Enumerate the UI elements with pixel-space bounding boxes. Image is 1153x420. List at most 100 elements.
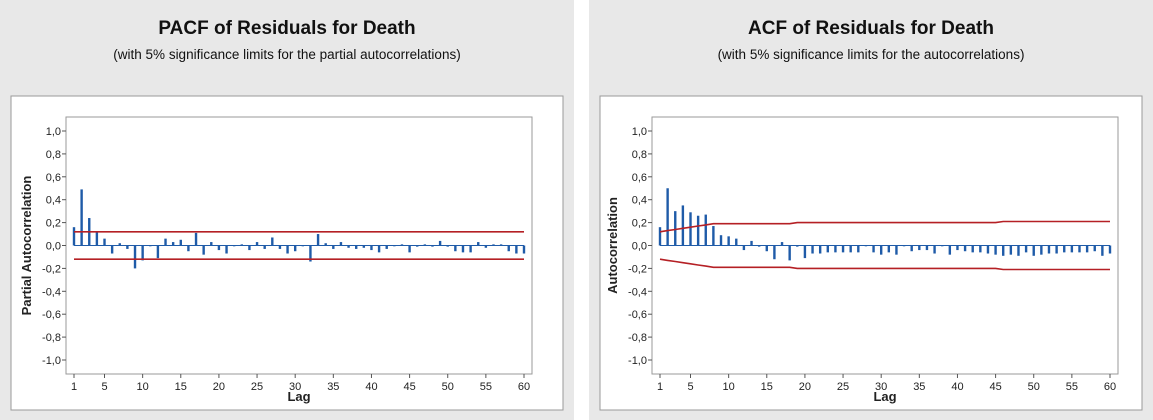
acf-bar (393, 245, 396, 247)
acf-bar (461, 245, 465, 253)
acf-bar (179, 239, 182, 246)
acf-bar (263, 245, 266, 249)
acf-bar (1017, 245, 1020, 256)
x-tick-label: 1 (657, 381, 663, 393)
x-tick-label: 60 (1104, 381, 1116, 393)
acf-bar (887, 245, 891, 253)
acf-bar (963, 245, 967, 252)
acf-bar (355, 245, 358, 249)
acf-bar (187, 245, 190, 252)
acf-bar (941, 245, 944, 247)
acf-bar (118, 243, 121, 246)
acf-bar (1055, 245, 1058, 254)
y-tick-label: -1,0 (42, 355, 61, 367)
acf-bar (309, 245, 312, 262)
y-tick-label: 0,2 (46, 218, 61, 230)
acf-bar (910, 245, 913, 252)
acf-bar (316, 234, 320, 246)
acf-bar (515, 245, 518, 254)
acf-bar (757, 245, 761, 247)
acf-bar (826, 245, 829, 253)
y-tick-label: -0,8 (42, 332, 61, 344)
acf-bar (438, 240, 442, 246)
acf-bar (210, 242, 213, 246)
acf-bar (271, 237, 274, 246)
acf-bar (925, 245, 929, 251)
pacf-chart-panel: PACF of Residuals for Death (with 5% sig… (0, 0, 574, 420)
acf-bar (133, 245, 137, 269)
x-tick-label: 30 (289, 381, 301, 393)
acf-bar (689, 212, 692, 246)
y-tick-label: -0,2 (628, 263, 647, 275)
acf-bar (902, 245, 906, 247)
acf-bar (1063, 245, 1066, 253)
acf-bar (255, 242, 259, 246)
acf-bar (658, 227, 662, 246)
acf-bar (1024, 245, 1028, 253)
acf-bar (377, 245, 381, 253)
acf-bar (971, 245, 974, 253)
y-axis-label: Partial Autocorrelation (19, 176, 34, 316)
lower-significance-limit (659, 258, 1110, 271)
x-tick-label: 15 (175, 381, 187, 393)
acf-bar (1032, 245, 1035, 256)
x-tick-label: 10 (723, 381, 735, 393)
acf-bar (681, 205, 685, 246)
acf-bar (750, 240, 753, 246)
acf-bar (933, 245, 936, 254)
x-axis-label: Lag (873, 389, 896, 404)
x-tick-label: 5 (101, 381, 107, 393)
y-tick-label: -0,6 (628, 309, 647, 321)
x-tick-label: 20 (799, 381, 811, 393)
acf-bar (849, 245, 852, 253)
acf-bar (72, 227, 76, 246)
acf-bar (994, 245, 997, 255)
acf-bar (149, 245, 152, 247)
acf-bar (370, 245, 373, 251)
x-tick-label: 15 (761, 381, 773, 393)
acf-bar (217, 245, 221, 251)
acf-bar (1009, 245, 1013, 255)
y-tick-label: 0,0 (632, 241, 647, 253)
x-tick-label: 25 (251, 381, 263, 393)
acf-bar (225, 245, 228, 254)
acf-bar (248, 245, 251, 251)
x-axis-label: Lag (287, 389, 310, 404)
chart-title: ACF of Residuals for Death (748, 18, 994, 39)
acf-plot: 1,00,80,60,40,20,0-0,2-0,4-0,6-0,8-1,01 5… (599, 95, 1143, 411)
acf-bar (727, 236, 730, 246)
acf-bar (1093, 245, 1096, 252)
x-tick-label: 55 (1066, 381, 1078, 393)
plot-frame (599, 95, 1143, 411)
x-tick-label: 1 (71, 381, 77, 393)
acf-bar (110, 245, 114, 254)
acf-bar (742, 245, 746, 251)
x-tick-label: 55 (480, 381, 492, 393)
y-tick-label: 1,0 (46, 126, 61, 138)
y-tick-label: -1,0 (628, 355, 647, 367)
acf-bar (362, 245, 366, 248)
acf-bar (240, 244, 243, 246)
acf-bar (948, 245, 952, 255)
acf-bar (1085, 245, 1089, 253)
acf-bar (332, 245, 335, 249)
acf-bar (1002, 245, 1005, 256)
y-tick-label: 0,0 (46, 241, 61, 253)
acf-chart-panel: ACF of Residuals for Death (with 5% sign… (589, 0, 1153, 420)
acf-bar (704, 214, 707, 246)
acf-bar (719, 235, 723, 246)
acf-bar (522, 245, 526, 254)
y-tick-label: 0,2 (632, 218, 647, 230)
acf-bar (499, 244, 503, 246)
acf-bar (803, 245, 807, 259)
x-tick-label: 40 (951, 381, 963, 393)
x-tick-label: 50 (1028, 381, 1040, 393)
acf-bar (666, 188, 669, 246)
y-tick-label: 0,6 (46, 172, 61, 184)
acf-bar (765, 245, 768, 252)
y-tick-label: 1,0 (632, 126, 647, 138)
acf-bar (202, 245, 205, 255)
acf-bar (918, 245, 921, 251)
y-tick-label: -0,8 (628, 332, 647, 344)
acf-bar (507, 245, 510, 252)
